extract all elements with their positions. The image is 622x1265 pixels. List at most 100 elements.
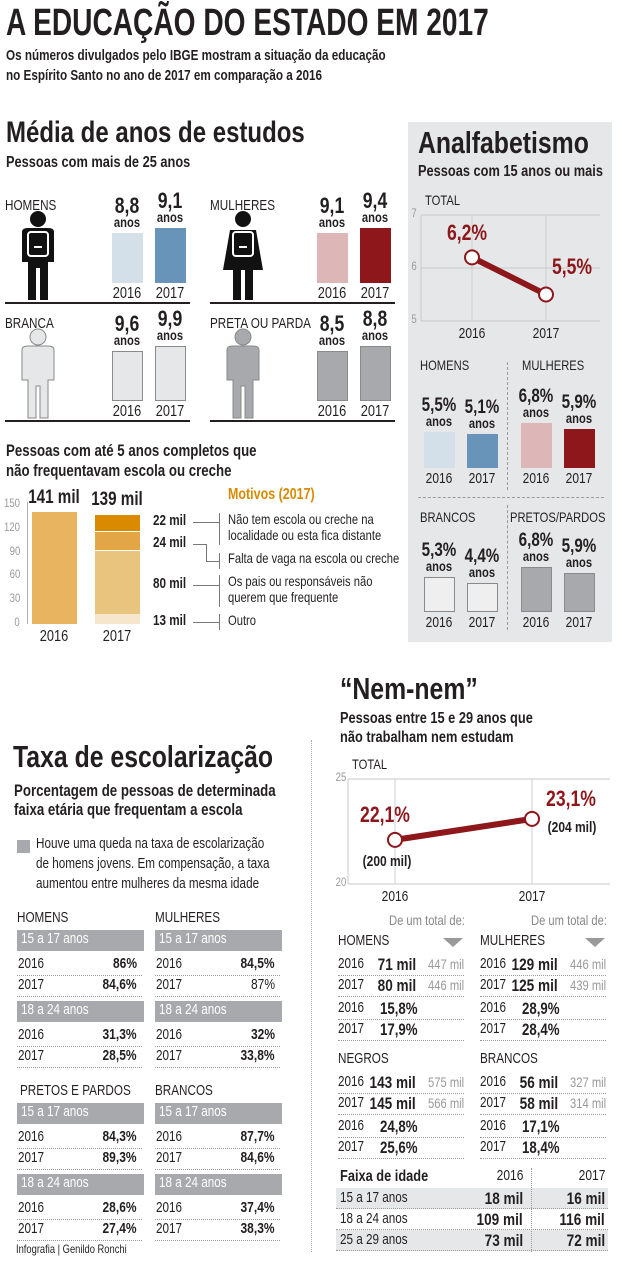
bar-unit: anos xyxy=(425,558,453,575)
row-percent: 28,9% xyxy=(522,999,560,1018)
bar-unit: anos xyxy=(113,214,141,230)
connector-line xyxy=(193,585,219,586)
row-value: 89,3% xyxy=(102,1149,137,1166)
year-label: 2017 xyxy=(360,403,390,420)
bar-2017 xyxy=(360,346,391,401)
table-row xyxy=(338,1094,464,1115)
y-tick-label: 150 xyxy=(3,496,20,510)
row-year: 2017 xyxy=(480,1094,507,1111)
bar-2016 xyxy=(317,351,348,401)
age-header-label: 15 a 17 anos xyxy=(21,1103,89,1120)
bar-unit: anos xyxy=(361,327,389,343)
baseline xyxy=(210,420,395,422)
white-person-icon xyxy=(21,328,55,419)
divider xyxy=(311,740,312,1252)
year-label: 2016 xyxy=(112,285,142,302)
row-year: 2017 xyxy=(480,1020,507,1037)
row-percent: 17,9% xyxy=(380,1020,418,1039)
bar-value: 9,6 xyxy=(114,311,140,336)
bar-value: 9,1 xyxy=(319,193,345,218)
table-header: Faixa de idade xyxy=(340,1168,429,1185)
bar-unit: anos xyxy=(565,554,593,571)
note-text: Houve uma queda na taxa de escolarização xyxy=(36,835,265,852)
year-label: 2016 xyxy=(317,285,347,302)
age-header-label: 18 a 24 anos xyxy=(159,1001,227,1018)
row-value: 87,7% xyxy=(240,1128,275,1145)
man-with-backpack-icon xyxy=(22,211,54,300)
legend-swatch xyxy=(17,840,30,853)
table-row xyxy=(17,976,142,997)
year-label: 2016 xyxy=(317,403,347,420)
row-total: 575 mil xyxy=(427,1074,464,1090)
chart-label-total: TOTAL xyxy=(425,192,461,208)
section-title-analfabetismo: Analfabetismo xyxy=(418,125,589,160)
year-label: 2016 xyxy=(425,614,453,631)
note-text: aumentou entre mulheres da mesma idade xyxy=(36,875,260,892)
row-year: 2017 xyxy=(156,1220,183,1237)
baseline xyxy=(5,420,190,422)
year-label: 2016 xyxy=(425,470,453,487)
row-percent: 28,4% xyxy=(522,1020,560,1039)
data-sublabel: (200 mil) xyxy=(362,853,412,870)
woman-with-backpack-icon xyxy=(223,211,263,300)
data-label: 6,2% xyxy=(446,220,488,245)
table-row xyxy=(17,1199,142,1220)
bar-value: 9,9 xyxy=(157,306,183,331)
data-sublabel: (204 mil) xyxy=(547,819,597,836)
bar-2016 xyxy=(521,423,552,468)
data-point xyxy=(538,286,554,303)
table-row xyxy=(338,1020,464,1041)
row-year: 2016 xyxy=(480,955,507,972)
table-row xyxy=(480,976,606,997)
analfabetismo-line-chart xyxy=(420,214,600,322)
age-header xyxy=(17,1174,144,1195)
row-value: 129 mil xyxy=(511,955,558,974)
y-tick-label: 6 xyxy=(411,259,417,273)
row-year: 2016 xyxy=(156,1128,183,1145)
row-year: 2017 xyxy=(338,1138,365,1155)
triangle-down-icon xyxy=(585,938,605,947)
table-row xyxy=(17,1128,142,1149)
year-label: 2016 xyxy=(522,470,550,487)
row-value: 32% xyxy=(250,1026,275,1043)
connector-line xyxy=(219,575,220,607)
y-tick-label: 120 xyxy=(3,519,20,534)
bar-value: 8,8 xyxy=(114,193,140,218)
row-value: 56 mil xyxy=(519,1073,558,1092)
bar-value: 6,8% xyxy=(518,530,554,552)
row-year: 2017 xyxy=(18,1047,45,1064)
y-tick-label: 5 xyxy=(411,312,417,326)
bar-total-label: 141 mil xyxy=(28,487,80,509)
y-tick-label: 60 xyxy=(9,567,20,582)
bar-unit: anos xyxy=(156,327,184,343)
y-tick-label: 7 xyxy=(411,206,417,220)
table-row xyxy=(480,1138,606,1159)
chart-title: não frequentavam escola ou creche xyxy=(6,461,232,480)
group-label: HOMENS xyxy=(17,909,69,926)
row-year: 2016 xyxy=(480,1073,507,1090)
bar-unit: anos xyxy=(565,410,593,427)
divider xyxy=(507,505,508,630)
row-value: 33,8% xyxy=(240,1047,275,1064)
table-row xyxy=(480,955,606,976)
group-label: NEGROS xyxy=(338,1050,389,1067)
table-row xyxy=(480,1073,606,1094)
group-label: BRANCOS xyxy=(480,1050,538,1067)
bar-segment xyxy=(95,513,140,532)
group-label: PRETA OU PARDA xyxy=(210,315,311,332)
bar-unit: anos xyxy=(522,404,550,421)
age-header-label: 15 a 17 anos xyxy=(159,930,227,947)
legend-title: Motivos (2017) xyxy=(228,486,315,503)
age-header xyxy=(155,1001,282,1022)
table-row xyxy=(155,976,280,997)
row-year: 2017 xyxy=(338,1020,365,1037)
row-year: 2017 xyxy=(18,976,45,993)
value-2017: 16 mil xyxy=(566,1189,605,1208)
data-label: 22,1% xyxy=(360,802,410,827)
row-total: 447 mil xyxy=(427,956,464,972)
bar-value: 5,9% xyxy=(561,536,597,558)
table-row xyxy=(480,1117,606,1138)
row-total: 446 mil xyxy=(427,977,464,993)
legend-value: 13 mil xyxy=(153,612,187,629)
group-label: HOMENS xyxy=(420,357,470,373)
